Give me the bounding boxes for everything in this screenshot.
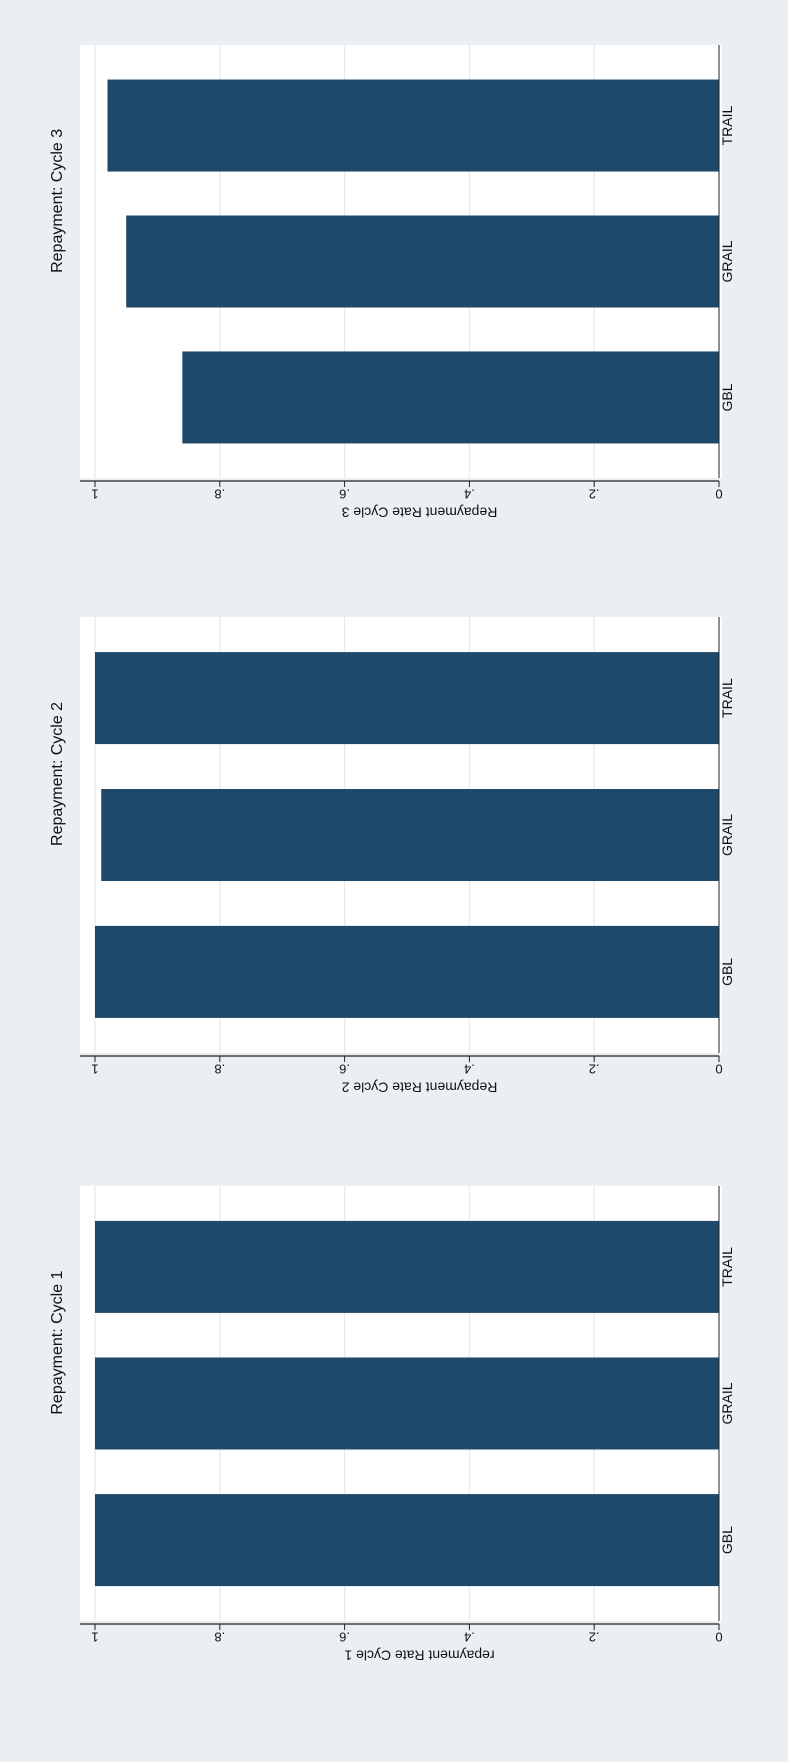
category-label: TRAIL xyxy=(719,105,735,145)
value-axis-title: Repayment Rate Cycle 2 xyxy=(341,1079,497,1095)
value-tick-label: .8 xyxy=(214,1062,225,1077)
category-label: GBL xyxy=(719,383,735,411)
bar-gbl xyxy=(95,1494,719,1587)
bar-trail xyxy=(95,652,719,745)
bar-gbl xyxy=(182,351,720,444)
value-tick-label: 1 xyxy=(91,487,98,502)
bar-trail xyxy=(107,79,720,172)
value-tick-label: .2 xyxy=(589,1062,600,1077)
value-tick-label: 0 xyxy=(715,1630,722,1645)
category-label: TRAIL xyxy=(719,1247,735,1287)
value-tick-label: .2 xyxy=(589,487,600,502)
panel-cycle-3: GBL GRAIL TRAIL 0 .2 .4 .6 .8 1 Repayment Rate Cy… xyxy=(49,45,735,520)
value-tick-label: 1 xyxy=(91,1630,98,1645)
bar-grail xyxy=(101,789,720,881)
panel-title: Repayment: Cycle 2 xyxy=(49,702,66,846)
value-tick-label: .4 xyxy=(464,1062,475,1077)
bar-grail xyxy=(95,1357,719,1450)
value-tick-label: .8 xyxy=(214,1630,225,1645)
category-label: GRAIL xyxy=(719,240,735,282)
bar-trail xyxy=(95,1220,719,1313)
panel-title: Repayment: Cycle 3 xyxy=(49,129,66,273)
panel-cycle-1: GBL GRAIL TRAIL 0 .2 .4 .6 .8 1 repayment Rate Cy… xyxy=(49,1186,735,1663)
panel-cycle-2: GBL GRAIL TRAIL 0 .2 .4 .6 .8 1 Repayment Rate Cy… xyxy=(49,617,735,1095)
value-tick-label: .8 xyxy=(214,487,225,502)
value-tick-label: 0 xyxy=(715,1062,722,1077)
category-label: GBL xyxy=(719,958,735,986)
value-axis-title: repayment Rate Cycle 1 xyxy=(344,1647,494,1663)
category-label: GRAIL xyxy=(719,1382,735,1424)
value-tick-label: .2 xyxy=(589,1630,600,1645)
category-label: GBL xyxy=(719,1526,735,1554)
value-tick-label: .4 xyxy=(464,1630,475,1645)
panel-title: Repayment: Cycle 1 xyxy=(49,1270,66,1414)
category-label: TRAIL xyxy=(719,678,735,718)
value-tick-label: .6 xyxy=(339,1062,350,1077)
value-tick-label: 1 xyxy=(91,1062,98,1077)
bar-gbl xyxy=(95,925,719,1018)
value-axis-title: Repayment Rate Cycle 3 xyxy=(341,504,497,520)
value-tick-label: .4 xyxy=(464,487,475,502)
value-tick-label: .6 xyxy=(339,487,350,502)
bar-grail xyxy=(126,215,719,308)
category-label: GRAIL xyxy=(719,814,735,856)
value-tick-label: 0 xyxy=(715,487,722,502)
value-tick-label: .6 xyxy=(339,1630,350,1645)
